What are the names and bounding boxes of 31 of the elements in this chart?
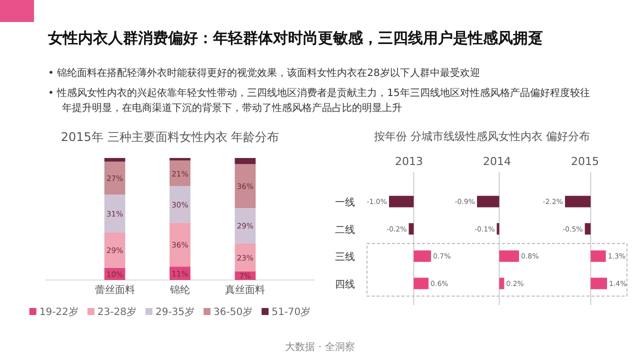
chart-subtitle: 2013 xyxy=(395,155,423,168)
y-tick-label: 一线 xyxy=(335,196,355,209)
y-tick-label: 三线 xyxy=(335,251,355,264)
legend-label: 29-35岁 xyxy=(155,306,195,318)
legend-label: 36-50岁 xyxy=(214,306,253,318)
bar xyxy=(234,208,256,244)
chart-subtitle: 2015 xyxy=(571,155,599,168)
y-tick-label: 四线 xyxy=(335,278,355,290)
chart-subtitle: 2014 xyxy=(483,155,511,168)
legend-label: 23-28岁 xyxy=(97,306,136,318)
text: 女性内衣人群消费偏好：年轻群体对时尚更敏感，三四线用户是性感风拥趸 xyxy=(48,29,543,48)
bar xyxy=(104,194,126,232)
x-tick-label: 真丝面料 xyxy=(225,284,266,296)
text: 按年份 分城市线级性感风女性内衣 偏好分布 xyxy=(374,130,590,143)
text: • 性感风女性内衣的兴起依靠年轻女性带动，三四线地区消费者是贡献主力，15年三四线地区对性感风格产品偏好程度较往年提升明显，在电商渠道下沉的背景下，带动了性感风格产品占比的明显上升 xyxy=(48,86,591,116)
text: • 锦纶面料在搭配轻薄外衣时能获得更好的视觉效果，该面料女性内衣在28岁以下人群中最受欢迎 xyxy=(48,66,481,81)
bar xyxy=(234,164,256,208)
x-tick-label: 蕾丝面料 xyxy=(94,284,135,296)
y-tick-label: 二线 xyxy=(335,224,355,236)
bar xyxy=(104,232,126,268)
bar xyxy=(170,160,190,186)
chart-title: 2015年 三种主要面料女性内衣 年龄分布 xyxy=(60,130,280,144)
legend-label: 19-22岁 xyxy=(39,306,78,318)
bar xyxy=(104,162,126,195)
bar xyxy=(170,186,190,223)
bar xyxy=(104,158,126,162)
legend-label: 51-70岁 xyxy=(272,306,311,318)
bar xyxy=(170,222,190,267)
x-tick-label: 锦纶 xyxy=(169,284,190,296)
bar xyxy=(234,158,256,164)
text: 大数据 · 全洞察 xyxy=(284,340,356,354)
